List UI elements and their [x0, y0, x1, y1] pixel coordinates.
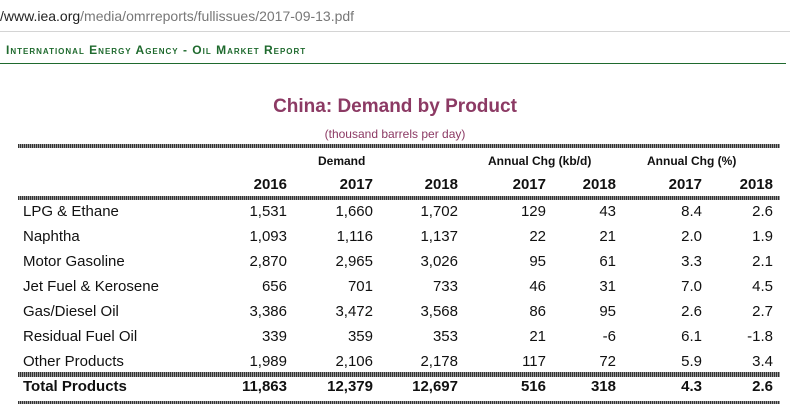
- cell: 353: [432, 328, 458, 345]
- row-label: Motor Gasoline: [23, 253, 125, 270]
- year-header: 2017: [668, 176, 702, 193]
- cell: 2,106: [335, 353, 373, 370]
- cell: 3,386: [249, 303, 287, 320]
- cell: 2.6: [752, 378, 773, 395]
- cell: 22: [529, 228, 546, 245]
- cell: 1,137: [420, 228, 458, 245]
- group-header-annual-chg-pct: Annual Chg (%): [647, 154, 737, 168]
- cell: 8.4: [681, 203, 702, 220]
- cell: 701: [347, 278, 373, 295]
- cell: 1.9: [752, 228, 773, 245]
- cell: 1,989: [249, 353, 287, 370]
- table-row: Jet Fuel & Kerosene 656 701 733 46 31 7.…: [0, 275, 790, 300]
- cell: 72: [599, 353, 616, 370]
- cell: 86: [529, 303, 546, 320]
- year-header: 2017: [512, 176, 546, 193]
- cell: 5.9: [681, 353, 702, 370]
- row-label: Residual Fuel Oil: [23, 328, 138, 345]
- table-subtitle: (thousand barrels per day): [324, 127, 466, 141]
- cell: 11,863: [241, 378, 287, 395]
- cell: 318: [590, 378, 616, 395]
- cell: 3,472: [335, 303, 373, 320]
- cell: 46: [529, 278, 546, 295]
- url-host: /www.iea.org: [0, 8, 81, 24]
- cell: 4.3: [681, 378, 702, 395]
- cell: 12,697: [412, 378, 458, 395]
- cell: 1,116: [336, 228, 373, 245]
- cell: 95: [529, 253, 546, 270]
- total-rule: [18, 372, 780, 377]
- group-header-annual-chg-kbd: Annual Chg (kb/d): [488, 154, 592, 168]
- cell: 2,870: [249, 253, 287, 270]
- table-row: Residual Fuel Oil 339 359 353 21 -6 6.1 …: [0, 325, 790, 350]
- total-row: Total Products 11,863 12,379 12,697 516 …: [0, 375, 790, 400]
- cell: 12,379: [327, 378, 373, 395]
- cell: 6.1: [681, 328, 702, 345]
- group-header-demand: Demand: [318, 154, 366, 168]
- cell: 733: [432, 278, 458, 295]
- cell: 339: [261, 328, 287, 345]
- year-header: 2016: [253, 176, 287, 193]
- cell: 21: [599, 228, 616, 245]
- cell: 656: [261, 278, 287, 295]
- year-header: 2018: [424, 176, 458, 193]
- cell: 1,531: [249, 203, 287, 220]
- row-label: LPG & Ethane: [23, 203, 119, 220]
- url-path: /media/omrreports/fullissues/2017-09-13.…: [80, 8, 355, 24]
- footer-rule: [18, 401, 780, 404]
- total-label: Total Products: [23, 378, 127, 395]
- cell: 43: [599, 203, 616, 220]
- table-row: Gas/Diesel Oil 3,386 3,472 3,568 86 95 2…: [0, 300, 790, 325]
- cell: 3.3: [681, 253, 702, 270]
- address-bar[interactable]: /www.iea.org/media/omrreports/fullissues…: [0, 0, 790, 32]
- cell: 2.7: [752, 303, 773, 320]
- cell: 95: [599, 303, 616, 320]
- cell: 129: [520, 203, 546, 220]
- row-label: Jet Fuel & Kerosene: [23, 278, 159, 295]
- cell: 1,702: [420, 203, 458, 220]
- cell: 1,660: [335, 203, 373, 220]
- top-rule: [18, 144, 780, 148]
- row-label: Naphtha: [23, 228, 80, 245]
- row-label: Gas/Diesel Oil: [23, 303, 119, 320]
- row-label: Other Products: [23, 353, 124, 370]
- cell: -6: [602, 328, 616, 345]
- cell: 21: [529, 328, 546, 345]
- cell: 3.4: [752, 353, 773, 370]
- cell: 4.5: [752, 278, 773, 295]
- table-row: Other Products 1,989 2,106 2,178 117 72 …: [0, 350, 790, 375]
- cell: 1,093: [249, 228, 287, 245]
- cell: -1.8: [747, 328, 773, 345]
- cell: 516: [520, 378, 546, 395]
- year-header: 2018: [582, 176, 616, 193]
- cell: 3,568: [420, 303, 458, 320]
- cell: 61: [599, 253, 616, 270]
- cell: 359: [347, 328, 373, 345]
- year-header: 2017: [339, 176, 373, 193]
- cell: 2.0: [681, 228, 702, 245]
- header-rule: [18, 196, 780, 200]
- cell: 7.0: [681, 278, 702, 295]
- cell: 2.6: [681, 303, 702, 320]
- cell: 3,026: [420, 253, 458, 270]
- table-row: Motor Gasoline 2,870 2,965 3,026 95 61 3…: [0, 250, 790, 275]
- cell: 2,178: [420, 353, 458, 370]
- cell: 2.6: [752, 203, 773, 220]
- cell: 31: [599, 278, 616, 295]
- cell: 2,965: [335, 253, 373, 270]
- year-header: 2018: [739, 176, 773, 193]
- table-row: Naphtha 1,093 1,116 1,137 22 21 2.0 1.9: [0, 225, 790, 250]
- cell: 2.1: [752, 253, 773, 270]
- cell: 117: [522, 353, 546, 370]
- table-title: China: Demand by Product: [273, 96, 517, 117]
- report-header-title: International Energy Agency - Oil Market…: [6, 43, 307, 57]
- table-row: LPG & Ethane 1,531 1,660 1,702 129 43 8.…: [0, 200, 790, 225]
- report-header: International Energy Agency - Oil Market…: [0, 40, 786, 64]
